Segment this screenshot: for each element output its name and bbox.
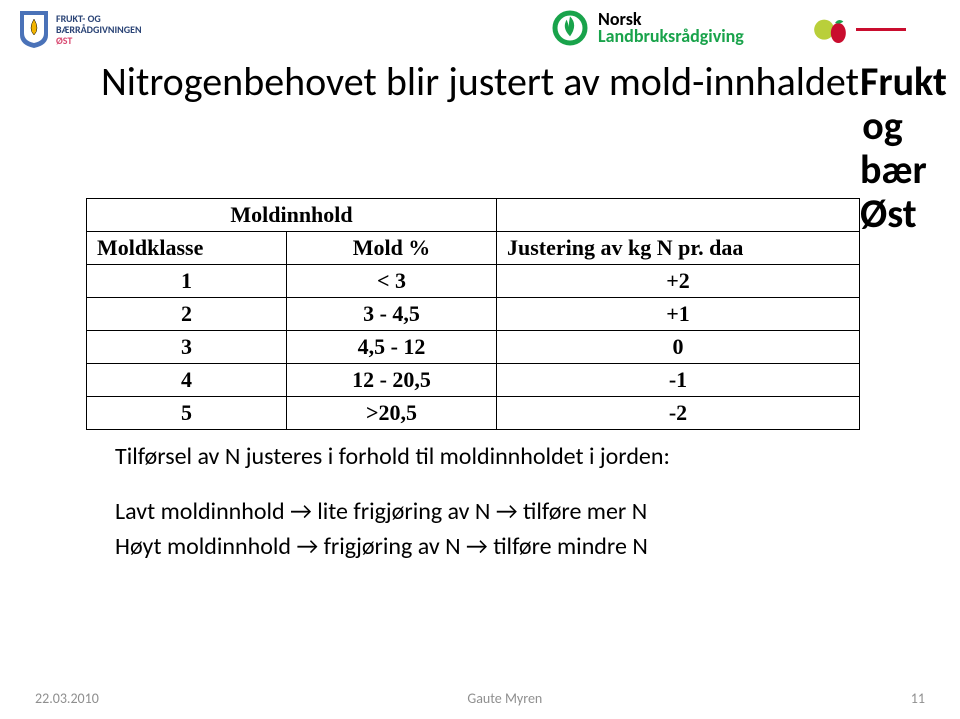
logo-frukt-og-baer-ost: Frukt og bær Øst (810, 0, 955, 56)
ring-leaf-icon (550, 8, 590, 48)
table-header-moldpct: Mold % (287, 232, 497, 265)
table-row: 1 < 3 +2 (87, 265, 860, 298)
table-header-justering: Justering av kg N pr. daa (497, 232, 860, 265)
logo-frukt-baer-ost: FRUKT- OG BÆRRÅDGIVNINGEN ØST (18, 0, 188, 58)
cell: 0 (497, 331, 860, 364)
footer-page: 11 (911, 690, 925, 707)
cell: -1 (497, 364, 860, 397)
logo-mid-text: Norsk Landbruksrådgiving (598, 11, 744, 45)
cell: 4,5 - 12 (287, 331, 497, 364)
cell: 3 (87, 331, 287, 364)
logo-left-text: FRUKT- OG BÆRRÅDGIVNINGEN ØST (56, 13, 142, 46)
logo-norsk-landbruksradgiving: Norsk Landbruksrådgiving (550, 0, 810, 56)
cell: 12 - 20,5 (287, 364, 497, 397)
shield-icon (18, 9, 50, 49)
logo-mid-line2: Landbruksrådgiving (598, 28, 744, 45)
table-empty-cell (497, 199, 860, 232)
cell: +2 (497, 265, 860, 298)
cell: 5 (87, 397, 287, 430)
cell: 1 (87, 265, 287, 298)
cell: >20,5 (287, 397, 497, 430)
apple-strawberry-icon (810, 8, 850, 48)
footer-date: 22.03.2010 (35, 690, 99, 707)
cell: < 3 (287, 265, 497, 298)
footer-author: Gaute Myren (467, 690, 542, 707)
cell: 2 (87, 298, 287, 331)
body-line2: Lavt moldinnhold → lite frigjøring av N … (115, 497, 647, 526)
table-superheader: Moldinnhold (87, 199, 497, 232)
cell: 4 (87, 364, 287, 397)
body-line1: Tilførsel av N justeres i forhold til mo… (115, 440, 845, 475)
table-row: 2 3 - 4,5 +1 (87, 298, 860, 331)
table-row: 3 4,5 - 12 0 (87, 331, 860, 364)
body-text: Tilførsel av N justeres i forhold til mo… (115, 440, 845, 584)
body-line3: Høyt moldinnhold → frigjøring av N → til… (115, 532, 648, 561)
cell: -2 (497, 397, 860, 430)
cell: +1 (497, 298, 860, 331)
table-row: 4 12 - 20,5 -1 (87, 364, 860, 397)
footer: 22.03.2010 Gaute Myren 11 (35, 690, 925, 707)
slide: FRUKT- OG BÆRRÅDGIVNINGEN ØST Norsk Land… (0, 0, 960, 719)
logo-right-text: Frukt og bær Øst (856, 22, 906, 35)
mold-table: Moldinnhold Moldklasse Mold % Justering … (86, 198, 860, 430)
logo-left-line3: ØST (56, 35, 142, 46)
red-underline-icon (856, 28, 906, 31)
slide-title: Nitrogenbehovet blir justert av mold-inn… (50, 60, 910, 104)
table-row: 5 >20,5 -2 (87, 397, 860, 430)
table-header-moldklasse: Moldklasse (87, 232, 287, 265)
cell: 3 - 4,5 (287, 298, 497, 331)
